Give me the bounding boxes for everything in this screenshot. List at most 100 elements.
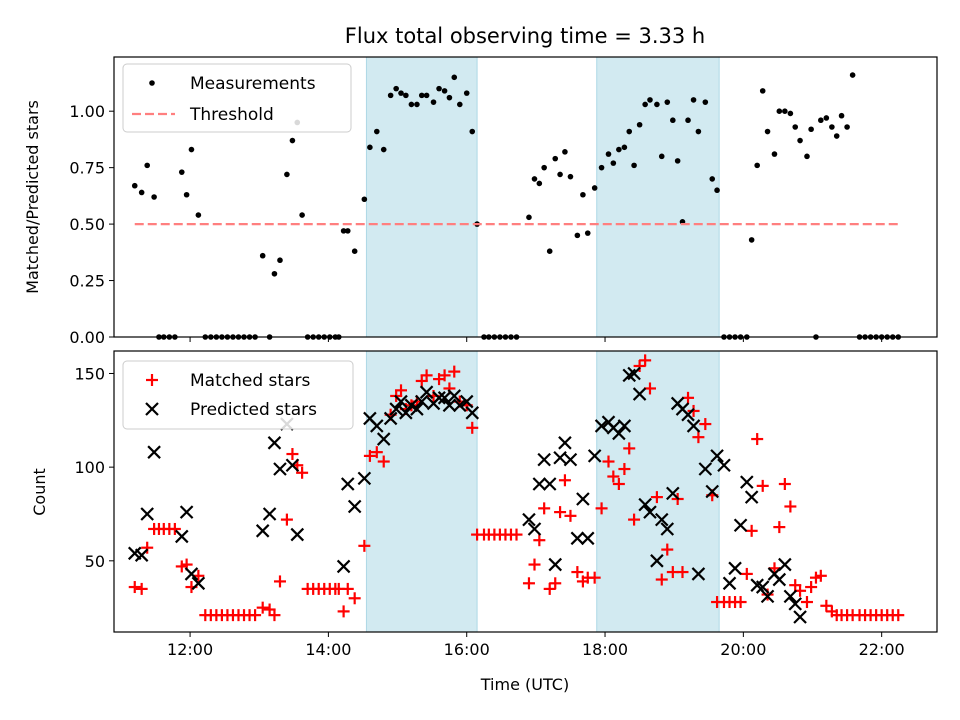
legend-matched-label: Matched stars	[190, 371, 310, 391]
matched-star-point	[773, 521, 786, 534]
matched-star-point	[395, 384, 408, 397]
predicted-star-point	[563, 452, 578, 467]
bottom-xlabel: Time (UTC)	[480, 675, 569, 694]
predicted-star-point	[558, 436, 572, 450]
measurement-point	[584, 230, 591, 236]
matched-star-point	[337, 605, 350, 618]
matched-star-point	[687, 404, 700, 417]
x-tick-label: 16:00	[444, 640, 490, 659]
matched-star-point	[549, 577, 562, 590]
predicted-star-point	[594, 419, 609, 433]
measurement-point	[526, 214, 532, 221]
predicted-star-point	[376, 432, 391, 446]
measurement-point	[759, 88, 766, 94]
matched-star-point	[892, 609, 905, 622]
matched-star-point	[286, 448, 299, 461]
y-tick-label: 0.25	[69, 272, 105, 291]
matched-star-point	[256, 601, 269, 614]
predicted-star-point	[728, 561, 742, 576]
predicted-star-point	[686, 419, 701, 433]
measurement-point	[277, 257, 283, 264]
measurement-point	[776, 108, 783, 114]
matched-star-point	[448, 365, 461, 378]
shaded-interval-0	[365, 350, 478, 633]
x-tick-label: 18:00	[582, 640, 628, 659]
measurement-point	[436, 85, 442, 92]
measurement-point	[562, 149, 568, 155]
measurement-point	[531, 176, 538, 182]
matched-star-point	[820, 599, 833, 612]
measurement-point	[151, 194, 157, 200]
matched-star-point	[676, 566, 689, 579]
matched-star-point	[554, 506, 567, 519]
y-tick-label: 0.00	[69, 328, 105, 347]
matched-star-point	[141, 541, 154, 554]
predicted-star-point	[432, 391, 446, 405]
predicted-star-point	[772, 572, 787, 587]
predicted-star-point	[733, 518, 748, 532]
predicted-star-point	[347, 499, 362, 514]
measurement-point	[446, 94, 453, 101]
measurement-point	[289, 137, 296, 144]
measurement-point	[849, 72, 856, 78]
measurement-point	[387, 92, 394, 99]
legend-measurements-marker	[149, 80, 155, 86]
measurement-point	[748, 237, 755, 243]
measurement-point	[351, 248, 358, 254]
predicted-star-point	[710, 449, 724, 463]
matched-star-point	[628, 513, 641, 526]
matched-star-point	[800, 596, 813, 609]
measurement-point	[631, 162, 637, 169]
top-legend-box	[122, 63, 352, 133]
predicted-star-point	[755, 580, 770, 594]
legend-predicted-marker	[145, 402, 159, 416]
predicted-star-point	[383, 411, 398, 426]
measurement-point	[792, 124, 799, 130]
predicted-star-point	[643, 505, 657, 519]
predicted-star-point	[638, 497, 652, 512]
matched-star-point	[607, 470, 620, 483]
predicted-star-point	[691, 567, 706, 581]
predicted-star-point	[357, 471, 372, 486]
measurement-point	[541, 164, 547, 171]
measurement-point	[374, 128, 380, 135]
matched-star-point	[745, 524, 758, 537]
predicted-star-point	[570, 531, 585, 546]
predicted-star-point	[627, 366, 641, 381]
matched-star-point	[280, 513, 293, 526]
predicted-star-point	[255, 524, 270, 538]
matched-star-point	[768, 562, 781, 575]
measurement-point	[536, 180, 543, 187]
matched-star-point	[655, 573, 668, 586]
measurement-point	[804, 153, 810, 160]
measurement-point	[610, 160, 617, 166]
predicted-star-point	[666, 486, 680, 501]
predicted-star-point	[793, 610, 807, 624]
matched-star-point	[602, 455, 615, 468]
matched-star-point	[618, 463, 631, 476]
measurement-point	[605, 151, 612, 157]
predicted-star-point	[527, 522, 542, 536]
predicted-star-point	[340, 477, 355, 491]
measurement-point	[456, 101, 463, 108]
predicted-star-point	[447, 389, 462, 403]
bottom-legend-box	[122, 360, 354, 430]
matched-star-point	[784, 500, 797, 513]
predicted-star-point	[542, 477, 557, 491]
predicted-star-point	[285, 458, 300, 473]
measurement-point	[188, 146, 195, 153]
measurement-point	[787, 110, 794, 117]
predicted-star-point	[783, 589, 798, 604]
legend-measurements-label: Measurements	[190, 74, 316, 94]
predicted-star-point	[419, 385, 434, 399]
matched-star-point	[358, 539, 371, 552]
measurement-point	[833, 133, 840, 139]
x-tick-label: 12:00	[167, 640, 213, 659]
predicted-star-point	[459, 394, 474, 409]
predicted-star-point	[267, 436, 282, 450]
measurement-point	[131, 182, 138, 189]
bottom-axis-ticks: 12:00 14:00 16:00 18:00 20:00 22:00 50 100 150	[74, 364, 904, 659]
matched-star-point	[661, 543, 674, 556]
predicted-star-point	[442, 398, 457, 413]
measurement-point	[797, 137, 803, 144]
